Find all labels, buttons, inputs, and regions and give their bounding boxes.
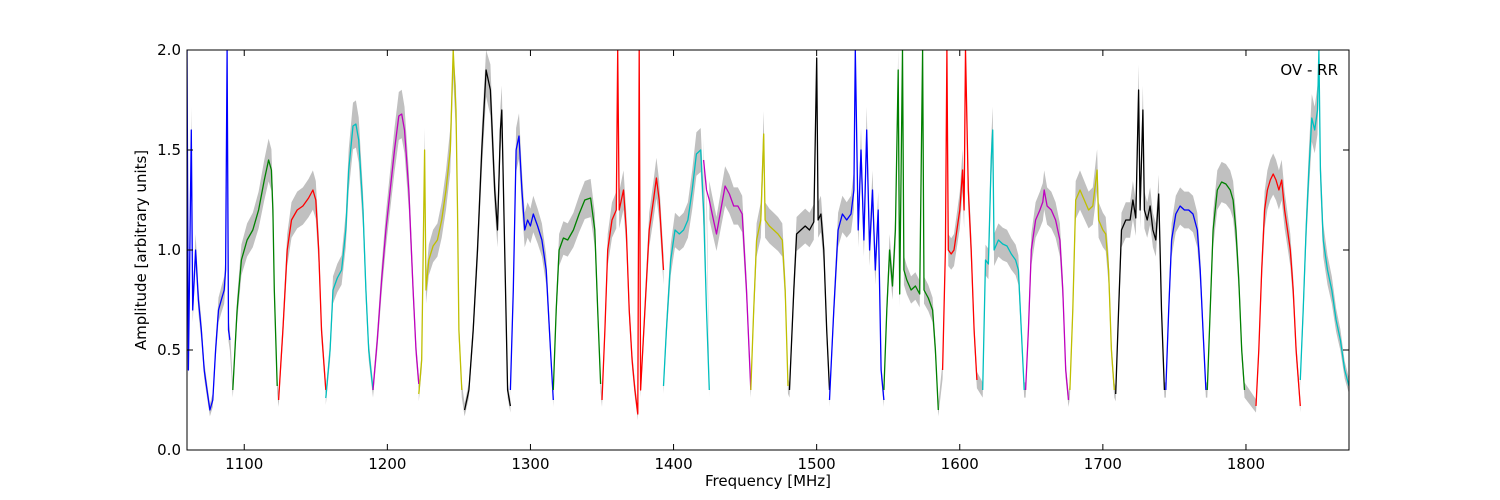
y-axis: 0.0 0.5 1.0 1.5 2.0	[157, 41, 1349, 459]
series-line-13	[750, 133, 789, 391]
series-line-14	[788, 57, 831, 391]
series-line-15	[828, 50, 885, 401]
y-tick-label: 1.5	[157, 141, 181, 159]
series-line-4	[325, 123, 374, 399]
x-tick-label: 1200	[368, 455, 406, 473]
series-line-24	[1255, 173, 1301, 407]
series-line-6	[418, 50, 463, 395]
series-line-20	[1069, 169, 1115, 391]
series-line-19	[1024, 189, 1070, 401]
x-axis: 1100 1200 1300 1400 1500 1600 1700 1800	[225, 50, 1265, 473]
series-line-7	[463, 69, 512, 411]
y-tick-label: 0.0	[157, 441, 181, 459]
y-axis-label: Amplitude [arbitrary units]	[132, 150, 150, 350]
series-line-11	[662, 149, 710, 391]
x-tick-label: 1800	[1227, 455, 1265, 473]
x-tick-label: 1700	[1084, 455, 1122, 473]
x-tick-label: 1300	[511, 455, 549, 473]
series-line-18	[982, 129, 1025, 391]
series-line-3	[277, 189, 327, 401]
series-line-9	[552, 197, 602, 391]
series-line-16	[883, 50, 939, 411]
series-line-8	[509, 135, 554, 401]
series-line-2	[232, 159, 278, 391]
background-band	[187, 50, 1349, 421]
y-tick-label: 0.5	[157, 341, 181, 359]
series-line-21	[1115, 89, 1166, 395]
y-tick-label: 1.0	[157, 241, 181, 259]
plot-area	[187, 50, 1349, 421]
series-group	[187, 50, 1349, 415]
x-tick-label: 1400	[654, 455, 692, 473]
series-line-25	[1299, 50, 1349, 387]
annotation-label: OV - RR	[1280, 61, 1338, 79]
series-line-5	[372, 113, 420, 391]
x-tick-label: 1500	[798, 455, 836, 473]
x-axis-label: Frequency [MHz]	[705, 472, 831, 490]
series-line-22	[1165, 205, 1207, 391]
series-line-10	[601, 50, 665, 415]
series-line-17	[941, 50, 978, 381]
series-line-1	[187, 50, 231, 411]
y-tick-label: 2.0	[157, 41, 181, 59]
series-line-23	[1206, 181, 1246, 391]
series-line-12	[702, 159, 752, 391]
x-tick-label: 1100	[225, 455, 263, 473]
x-tick-label: 1600	[941, 455, 979, 473]
